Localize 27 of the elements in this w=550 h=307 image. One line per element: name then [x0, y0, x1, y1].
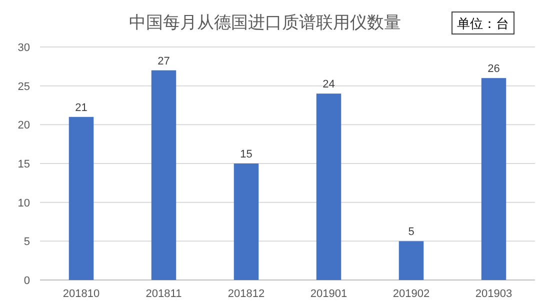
bar	[481, 78, 506, 280]
y-tick-label: 10	[18, 197, 30, 210]
chart-title: 中国每月从德国进口质谱联用仪数量	[129, 13, 401, 32]
data-label: 21	[75, 102, 88, 114]
y-tick-label: 25	[18, 80, 30, 93]
x-tick-label: 201811	[146, 288, 182, 300]
data-label: 15	[240, 148, 252, 160]
y-tick-label: 5	[24, 236, 30, 248]
x-tick-label: 201810	[62, 288, 100, 300]
y-tick-label: 20	[18, 120, 30, 132]
data-label: 27	[158, 55, 170, 68]
y-tick-label: 30	[18, 42, 30, 54]
bar	[316, 94, 342, 280]
data-label: 26	[488, 63, 500, 76]
data-label: 24	[322, 78, 335, 91]
bar	[151, 70, 176, 280]
bar	[398, 241, 424, 280]
x-tick-label: 201902	[392, 288, 430, 300]
x-tick-label: 201901	[310, 288, 348, 300]
y-tick-label: 15	[18, 158, 30, 170]
bar	[234, 164, 259, 280]
text: 单位：台	[457, 16, 509, 31]
bar	[68, 116, 94, 280]
x-tick-label: 201812	[228, 288, 265, 300]
data-label: 5	[408, 226, 414, 238]
x-tick-label: 201903	[475, 288, 512, 300]
y-tick-label: 0	[24, 275, 30, 287]
